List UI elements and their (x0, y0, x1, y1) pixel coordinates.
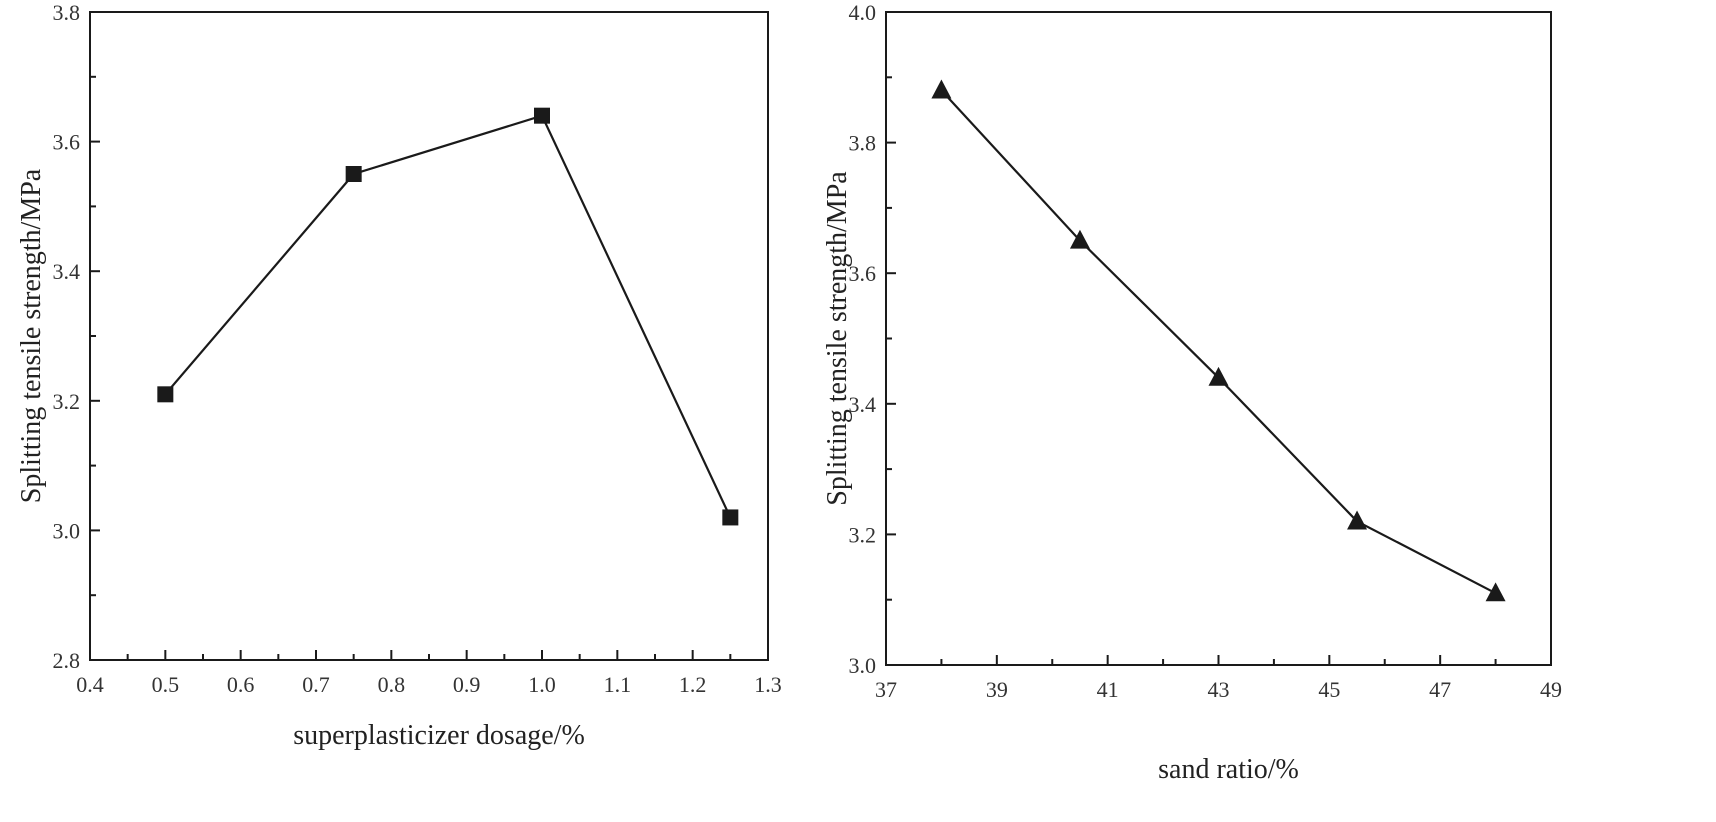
x-tick-label: 43 (1208, 677, 1230, 702)
x-tick-label: 39 (986, 677, 1008, 702)
y-tick-label: 3.4 (849, 392, 877, 417)
data-point-triangle (1347, 510, 1368, 530)
x-tick-label: 45 (1318, 677, 1340, 702)
chart-left-superplasticizer: 2.8 3.0 3.2 3.4 3.6 3.8 0.4 0.5 0.6 0.7 0.8 0.9 1.0 1… (16, 0, 782, 751)
y-tick-label: 3.0 (849, 653, 877, 678)
data-point-triangle (1069, 229, 1090, 249)
y-axis-label: Splitting tensile strength/MPa (822, 171, 853, 506)
y-tick-label: 4.0 (849, 0, 877, 25)
y-tick-label: 3.8 (849, 131, 877, 156)
x-tick-label: 1.1 (604, 672, 632, 697)
x-tick-label: 41 (1097, 677, 1119, 702)
plot-frame (89, 11, 769, 661)
x-tick-label: 1.0 (528, 672, 556, 697)
x-tick-label: 47 (1429, 677, 1451, 702)
y-tick-label: 3.0 (53, 518, 81, 543)
y-axis-label: Splitting tensile strength/MPa (16, 168, 47, 503)
data-point-triangle (931, 79, 952, 99)
x-axis-label: superplasticizer dosage/% (293, 720, 585, 751)
series-line (940, 89, 1497, 595)
x-tick-label: 1.3 (754, 672, 782, 697)
x-tick-label: 0.7 (302, 672, 330, 697)
plot-frame (885, 11, 1552, 666)
chart-right-sand-ratio: 3.0 3.2 3.4 3.6 3.8 4.0 37 39 41 43 45 47 49 sand rat… (822, 0, 1562, 785)
x-tick-label: 0.8 (378, 672, 406, 697)
x-tick-label: 0.4 (76, 672, 104, 697)
x-tick-label: 0.6 (227, 672, 255, 697)
y-tick-label: 3.2 (849, 522, 877, 547)
x-tick-label: 0.5 (152, 672, 180, 697)
y-tick-label: 3.6 (53, 130, 81, 155)
series-line (164, 114, 732, 518)
data-point-square (345, 166, 362, 182)
data-point-square (722, 509, 739, 526)
x-tick-label: 0.9 (453, 672, 481, 697)
y-tick-label: 3.6 (849, 261, 877, 286)
y-tick-label: 3.2 (53, 389, 81, 414)
x-tick-label: 49 (1540, 677, 1562, 702)
y-tick-label: 2.8 (53, 648, 81, 673)
y-tick-label: 3.4 (53, 259, 81, 284)
x-tick-label: 1.2 (679, 672, 707, 697)
x-axis-label: sand ratio/% (1158, 754, 1299, 785)
x-tick-label: 37 (875, 677, 897, 702)
data-point-square (157, 386, 174, 403)
data-point-triangle (1485, 582, 1506, 602)
y-tick-label: 3.8 (53, 0, 81, 25)
data-point-triangle (1208, 366, 1229, 386)
data-point-square (534, 107, 550, 124)
